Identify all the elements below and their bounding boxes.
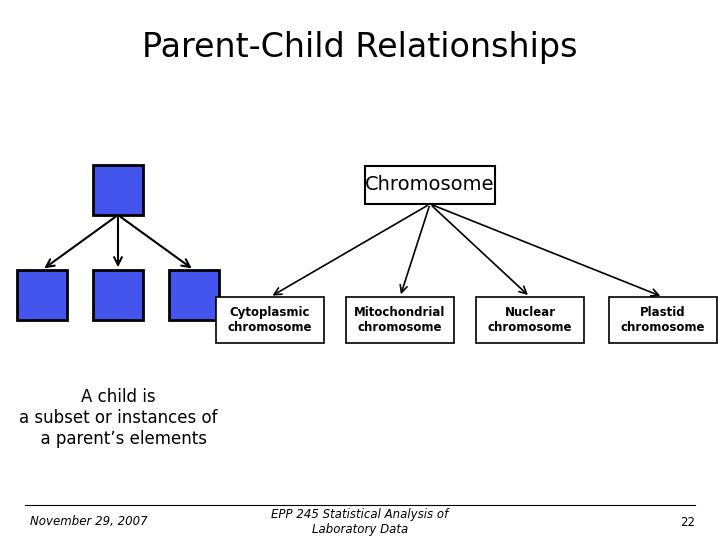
Bar <box>365 166 495 204</box>
Text: Mitochondrial
chromosome: Mitochondrial chromosome <box>354 306 446 334</box>
Text: Chromosome: Chromosome <box>365 176 495 194</box>
Text: Cytoplasmic
chromosome: Cytoplasmic chromosome <box>228 306 312 334</box>
Text: EPP 245 Statistical Analysis of
Laboratory Data: EPP 245 Statistical Analysis of Laborato… <box>271 508 449 536</box>
Bar <box>93 165 143 215</box>
Bar <box>93 270 143 320</box>
Text: A child is
a subset or instances of
  a parent’s elements: A child is a subset or instances of a pa… <box>19 388 217 448</box>
Text: Parent-Child Relationships: Parent-Child Relationships <box>143 31 577 64</box>
Bar <box>609 297 717 343</box>
Bar <box>346 297 454 343</box>
Bar <box>17 270 67 320</box>
Text: Plastid
chromosome: Plastid chromosome <box>621 306 706 334</box>
Bar <box>476 297 584 343</box>
Text: November 29, 2007: November 29, 2007 <box>30 516 148 529</box>
Bar <box>216 297 324 343</box>
Text: 22: 22 <box>680 516 695 529</box>
Bar <box>169 270 219 320</box>
Text: Nuclear
chromosome: Nuclear chromosome <box>487 306 572 334</box>
